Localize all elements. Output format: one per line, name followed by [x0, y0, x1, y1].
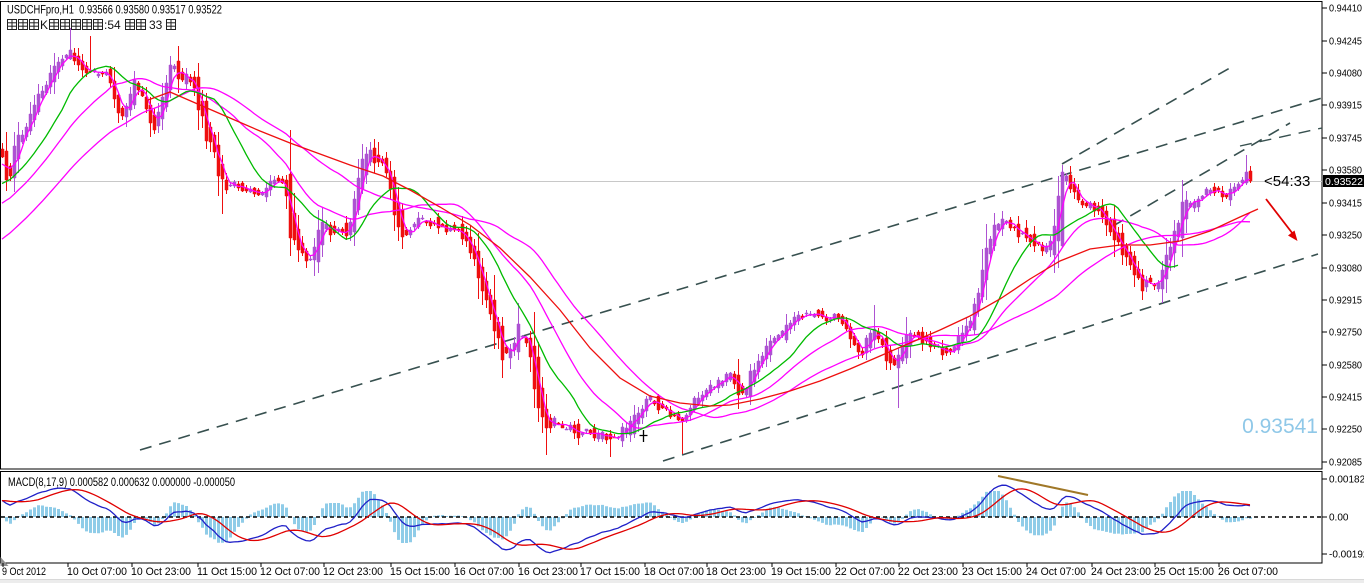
svg-text:0.94245: 0.94245	[1329, 37, 1362, 48]
svg-text:22 Oct 23:00: 22 Oct 23:00	[898, 566, 958, 578]
svg-text:USDCHFpro,H1 0.93566 0.93580: USDCHFpro,H1 0.93566 0.93580 0.93517 0.9…	[7, 5, 222, 17]
svg-text:24 Oct 23:00: 24 Oct 23:00	[1091, 566, 1151, 578]
svg-text:12 Oct 07:00: 12 Oct 07:00	[260, 566, 320, 578]
svg-text:0.94410: 0.94410	[1329, 4, 1362, 15]
svg-text:18 Oct 23:00: 18 Oct 23:00	[706, 566, 766, 578]
svg-text:0.00: 0.00	[1329, 513, 1349, 524]
svg-text:33: 33	[149, 18, 163, 32]
svg-text:12 Oct 23:00: 12 Oct 23:00	[323, 566, 383, 578]
svg-text:0.93745: 0.93745	[1329, 134, 1362, 145]
svg-text:0.93250: 0.93250	[1329, 231, 1362, 242]
svg-text:0.93415: 0.93415	[1329, 199, 1362, 210]
svg-text:22 Oct 07:00: 22 Oct 07:00	[835, 566, 895, 578]
svg-text:23 Oct 15:00: 23 Oct 15:00	[962, 566, 1022, 578]
svg-text:0.92250: 0.92250	[1329, 425, 1362, 436]
svg-text:-0.001925: -0.001925	[1329, 550, 1364, 561]
svg-text:19 Oct 15:00: 19 Oct 15:00	[771, 566, 831, 578]
svg-text:0.0018285: 0.0018285	[1329, 475, 1364, 486]
svg-text:25 Oct 15:00: 25 Oct 15:00	[1154, 566, 1214, 578]
svg-text:17 Oct 15:00: 17 Oct 15:00	[580, 566, 640, 578]
svg-text:0.93580: 0.93580	[1329, 166, 1362, 177]
svg-text:9 Oct 2012: 9 Oct 2012	[2, 566, 46, 578]
svg-text:18 Oct 07:00: 18 Oct 07:00	[644, 566, 704, 578]
svg-text:26 Oct 07:00: 26 Oct 07:00	[1218, 566, 1278, 578]
svg-text:16 Oct 23:00: 16 Oct 23:00	[518, 566, 578, 578]
svg-text:0.92085: 0.92085	[1329, 458, 1362, 469]
svg-text:<54:33: <54:33	[1264, 173, 1310, 190]
svg-text:10 Oct 23:00: 10 Oct 23:00	[131, 566, 191, 578]
svg-text:15 Oct 15:00: 15 Oct 15:00	[390, 566, 450, 578]
svg-text:11 Oct 15:00: 11 Oct 15:00	[197, 566, 257, 578]
svg-text:0.93080: 0.93080	[1329, 264, 1362, 275]
svg-text:0.93915: 0.93915	[1329, 101, 1362, 112]
svg-text:0.92580: 0.92580	[1329, 361, 1362, 372]
svg-text:0.94080: 0.94080	[1329, 69, 1362, 80]
svg-text:16 Oct 07:00: 16 Oct 07:00	[454, 566, 514, 578]
svg-text:0.93541: 0.93541	[1242, 415, 1318, 438]
svg-text:0.92915: 0.92915	[1329, 296, 1362, 307]
svg-text:0.93522: 0.93522	[1325, 176, 1363, 188]
svg-text:K: K	[40, 18, 48, 32]
svg-text:10 Oct 07:00: 10 Oct 07:00	[67, 566, 127, 578]
svg-text:0.92750: 0.92750	[1329, 328, 1362, 339]
svg-text:24 Oct 07:00: 24 Oct 07:00	[1026, 566, 1086, 578]
svg-text:MACD(8,17,9) 0.000582 0.000632: MACD(8,17,9) 0.000582 0.000632 0.000000 …	[8, 477, 235, 489]
svg-text::54: :54	[104, 18, 121, 32]
svg-text:0.92415: 0.92415	[1329, 393, 1362, 404]
